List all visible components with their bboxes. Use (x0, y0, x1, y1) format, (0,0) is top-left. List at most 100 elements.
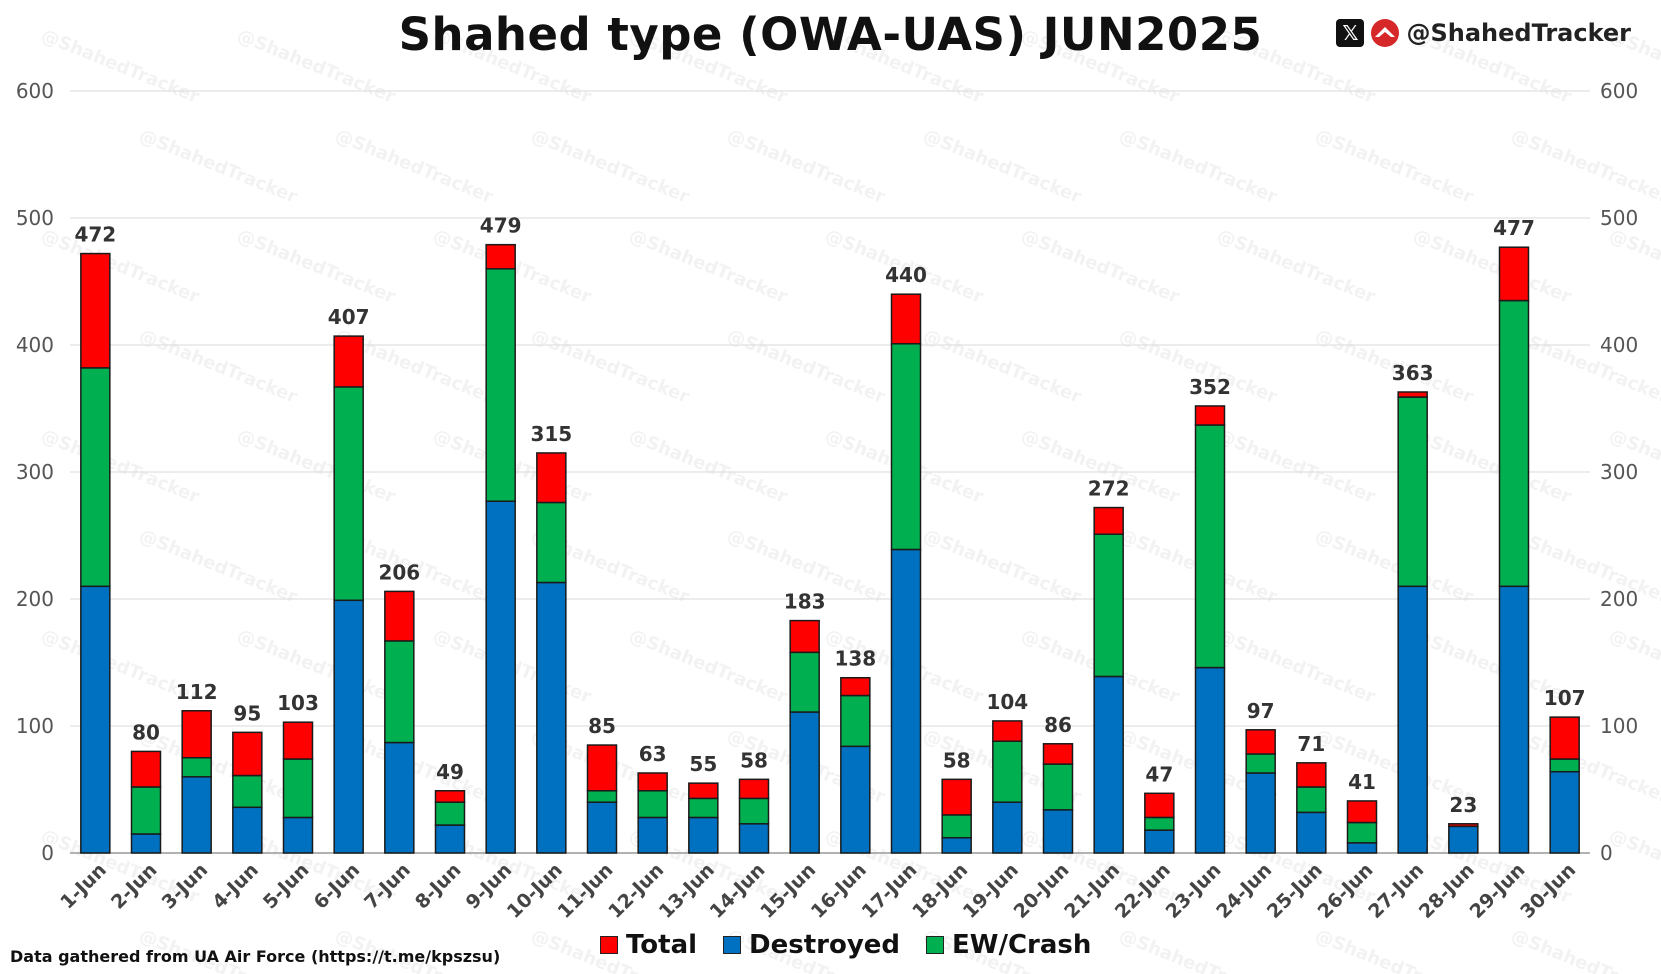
legend-label-destroyed: Destroyed (749, 930, 901, 960)
data-label-total: 138 (834, 647, 876, 671)
data-label-total: 55 (689, 752, 717, 776)
bar-total (181, 710, 212, 759)
bar-destroyed (1194, 666, 1226, 854)
bar-ew-crash (181, 757, 212, 778)
legend-item-destroyed: Destroyed (723, 930, 900, 960)
watermark-text: @ShahedTracker (234, 225, 398, 308)
data-label-total: 112 (176, 680, 218, 704)
bar-ew-crash (789, 651, 820, 713)
watermark-text: @ShahedTracker (724, 325, 888, 408)
data-label-total: 206 (378, 560, 420, 584)
watermark-text: @ShahedTracker (1018, 225, 1182, 308)
bar-destroyed (384, 741, 415, 854)
bar-total (941, 778, 972, 816)
bar-stack (840, 676, 871, 854)
bar-stack (1194, 405, 1226, 854)
watermark-text: @ShahedTracker (626, 225, 790, 308)
brand-handle[interactable]: 𝕏 @ShahedTracker (1336, 18, 1631, 48)
y-tick-label-right: 100 (1600, 714, 1638, 738)
data-source-note: Data gathered from UA Air Force (https:/… (10, 947, 501, 966)
chart-title: Shahed type (OWA-UAS) JUN2025 (398, 8, 1263, 61)
bar-ew-crash (333, 386, 364, 602)
data-label-total: 183 (784, 590, 826, 614)
watermark-text: @ShahedTracker (1214, 625, 1378, 708)
legend-item-total: Total (600, 930, 697, 960)
data-label-total: 315 (530, 422, 572, 446)
y-tick-label-right: 600 (1600, 79, 1638, 103)
bar-total (840, 676, 871, 697)
watermark-text: @ShahedTracker (1214, 425, 1378, 508)
data-label-total: 47 (1145, 762, 1173, 786)
bar-total (1498, 246, 1530, 302)
bar-ew-crash (1498, 299, 1530, 588)
data-label-total: 107 (1544, 686, 1586, 710)
bar-stack (890, 293, 922, 854)
bar-total (333, 335, 364, 388)
y-tick-label-right: 200 (1600, 587, 1638, 611)
legend-label-ew-crash: EW/Crash (952, 930, 1092, 960)
bar-stack (1498, 246, 1530, 854)
x-tick-label: 16-Jun (807, 859, 871, 923)
brand-handle-text: @ShahedTracker (1406, 19, 1631, 47)
watermark-text: @ShahedTracker (1606, 225, 1661, 308)
watermark-text: @ShahedTracker (1214, 225, 1378, 308)
bar-ew-crash (536, 501, 567, 584)
bar-destroyed (738, 823, 770, 854)
bar-stack (1397, 391, 1428, 854)
bar-stack (434, 790, 466, 854)
bar-stack (536, 452, 567, 854)
bar-destroyed (688, 816, 719, 854)
watermark-text: @ShahedTracker (1312, 125, 1476, 208)
watermark-text: @ShahedTracker (1312, 925, 1476, 974)
bar-destroyed (1346, 842, 1378, 854)
bar-ew-crash (1093, 533, 1124, 678)
bar-total (637, 772, 668, 792)
watermark-text: @ShahedTracker (724, 125, 888, 208)
bar-stack (130, 750, 162, 854)
bar-total (688, 782, 719, 800)
x-axis: 1-Jun2-Jun3-Jun4-Jun5-Jun6-Jun7-Jun8-Jun… (56, 859, 1580, 923)
bar-destroyed (1296, 811, 1327, 854)
watermark-text: @ShahedTracker (1508, 125, 1661, 208)
bar-ew-crash (282, 758, 314, 819)
data-label-total: 104 (986, 690, 1028, 714)
bar-destroyed (890, 548, 922, 854)
y-tick-label-left: 200 (16, 587, 54, 611)
bar-total (890, 293, 922, 345)
bar-ew-crash (637, 790, 668, 819)
legend-swatch-total (600, 936, 618, 954)
x-tick-label: 20-Jun (1010, 859, 1074, 923)
bar-stack (586, 744, 618, 854)
bar-stack (333, 335, 364, 854)
bar-ew-crash (890, 342, 922, 551)
x-tick-label: 24-Jun (1212, 859, 1276, 923)
bar-total (282, 721, 314, 760)
data-label-total: 49 (436, 760, 464, 784)
bar-ew-crash (840, 694, 871, 748)
y-tick-label-left: 300 (16, 460, 54, 484)
bar-ew-crash (232, 774, 263, 809)
bar-destroyed (333, 599, 364, 854)
bar-destroyed (1042, 809, 1074, 854)
bars (80, 243, 1580, 854)
watermark-text: @ShahedTracker (38, 425, 202, 508)
bar-ew-crash (586, 790, 618, 803)
watermark-text: @ShahedTracker (528, 125, 692, 208)
legend-label-total: Total (626, 930, 698, 960)
y-tick-label-right: 500 (1600, 206, 1638, 230)
watermark-text: @ShahedTracker (920, 125, 1084, 208)
bar-destroyed (1093, 675, 1124, 854)
bar-destroyed (181, 776, 212, 854)
bar-ew-crash (941, 814, 972, 839)
legend-item-ew-crash: EW/Crash (926, 930, 1091, 960)
watermark-text: @ShahedTracker (1410, 425, 1574, 508)
bar-destroyed (1448, 825, 1479, 854)
data-label-total: 80 (132, 720, 160, 744)
bar-stack (485, 243, 516, 854)
bar-total (1346, 800, 1378, 824)
data-label-total: 363 (1392, 361, 1434, 385)
y-tick-label-right: 0 (1600, 841, 1613, 865)
bar-ew-crash (738, 797, 770, 825)
data-label-total: 58 (740, 748, 768, 772)
